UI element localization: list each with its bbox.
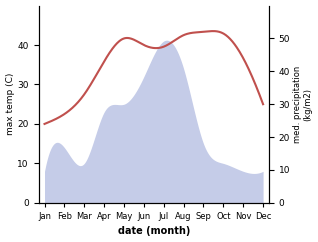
X-axis label: date (month): date (month) <box>118 227 190 236</box>
Y-axis label: med. precipitation
(kg/m2): med. precipitation (kg/m2) <box>293 66 313 143</box>
Y-axis label: max temp (C): max temp (C) <box>5 73 15 135</box>
